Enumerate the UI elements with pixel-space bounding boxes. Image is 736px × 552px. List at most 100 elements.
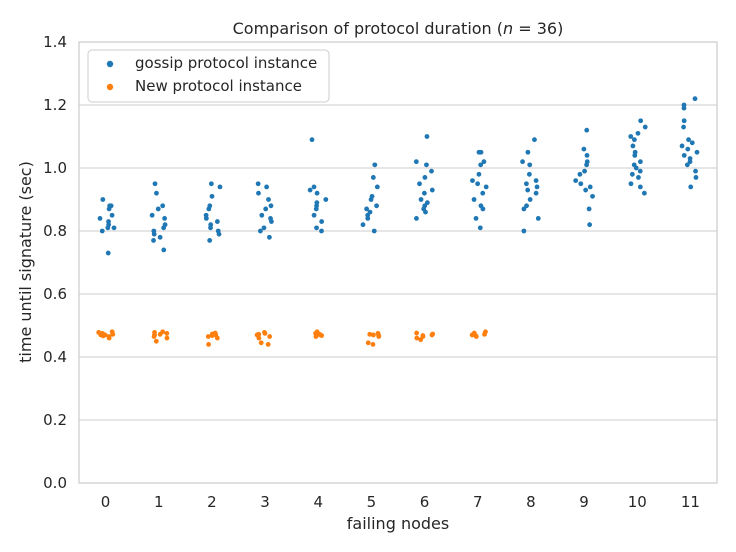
- x-tick-label: 0: [101, 493, 111, 511]
- data-point: [535, 216, 541, 221]
- data-point: [471, 330, 477, 336]
- data-point: [267, 234, 272, 240]
- series-0: [97, 96, 700, 256]
- x-axis-ticks: 0 1 2 3 4 5 6 7 8 9 10 11: [101, 493, 700, 511]
- y-tick-label: 0.2: [43, 411, 67, 429]
- data-point: [521, 228, 527, 234]
- data-point: [532, 137, 537, 143]
- title-variable: n: [503, 19, 513, 38]
- data-point: [107, 203, 113, 209]
- data-point: [636, 175, 641, 180]
- data-point: [628, 181, 634, 187]
- data-point: [96, 330, 102, 335]
- data-point: [109, 329, 115, 335]
- data-point: [267, 334, 273, 339]
- data-point: [217, 184, 223, 190]
- data-point: [526, 171, 532, 177]
- data-point: [573, 178, 579, 184]
- data-point: [483, 329, 488, 335]
- data-point: [369, 193, 375, 199]
- data-point: [307, 187, 313, 193]
- data-point: [577, 171, 583, 177]
- data-point: [311, 212, 317, 218]
- data-point: [475, 181, 481, 187]
- data-point: [370, 332, 376, 338]
- data-point: [424, 200, 430, 206]
- data-point: [525, 187, 531, 193]
- y-axis-label: time until signature (sec): [16, 161, 35, 363]
- data-point: [424, 162, 429, 168]
- data-point: [205, 334, 211, 339]
- data-point: [417, 181, 422, 187]
- data-point: [692, 96, 698, 102]
- data-point: [314, 200, 320, 206]
- y-tick-label: 1.2: [43, 96, 67, 114]
- data-point: [642, 124, 648, 130]
- data-point: [481, 159, 487, 165]
- data-point: [689, 140, 695, 146]
- data-point: [162, 222, 168, 228]
- data-point: [256, 331, 262, 337]
- data-point: [629, 171, 635, 177]
- data-point: [681, 118, 687, 124]
- data-point: [583, 187, 589, 193]
- y-tick-label: 1.0: [43, 159, 67, 177]
- data-point: [587, 184, 593, 190]
- data-point: [430, 331, 436, 337]
- data-point: [422, 203, 428, 209]
- x-tick-label: 5: [367, 493, 377, 511]
- data-point: [164, 335, 170, 341]
- y-tick-label: 0.8: [43, 222, 67, 240]
- data-point: [319, 228, 324, 234]
- data-point: [687, 156, 693, 161]
- data-point: [413, 159, 419, 165]
- data-point: [414, 330, 420, 336]
- data-point: [105, 250, 111, 256]
- data-point: [109, 212, 115, 218]
- chart-title: Comparison of protocol duration (n = 36): [233, 19, 564, 38]
- data-point: [374, 184, 380, 190]
- data-point: [478, 149, 484, 155]
- data-point: [268, 203, 274, 209]
- data-point: [314, 190, 320, 196]
- data-point: [106, 219, 111, 224]
- data-point: [160, 329, 166, 335]
- data-point: [584, 159, 590, 165]
- y-axis-ticks: 0.0 0.2 0.4 0.6 0.8 1.0 1.2 1.4: [43, 33, 67, 492]
- data-point: [255, 181, 261, 187]
- legend: gossip protocol instance New protocol in…: [87, 49, 330, 103]
- data-point: [527, 162, 533, 168]
- data-point: [470, 178, 475, 184]
- data-point: [314, 225, 319, 231]
- data-point: [631, 137, 637, 143]
- data-point: [478, 203, 484, 209]
- data-point: [527, 197, 533, 202]
- x-tick-label: 8: [526, 493, 536, 511]
- data-point: [586, 206, 592, 212]
- data-point: [100, 197, 106, 202]
- data-point: [209, 193, 215, 199]
- data-point: [208, 222, 214, 228]
- data-point: [256, 190, 261, 196]
- y-tick-label: 0.6: [43, 285, 67, 303]
- legend-label-gossip: gossip protocol instance: [135, 54, 317, 72]
- legend-label-new: New protocol instance: [135, 77, 302, 95]
- y-tick-label: 0.4: [43, 348, 67, 366]
- data-point: [367, 331, 373, 337]
- x-tick-label: 4: [313, 493, 323, 511]
- data-point: [370, 175, 376, 180]
- data-point: [480, 190, 486, 196]
- data-point: [311, 184, 317, 190]
- data-point: [151, 228, 157, 234]
- data-point: [97, 216, 103, 221]
- data-point: [477, 225, 483, 231]
- data-point: [314, 329, 320, 335]
- data-point: [215, 228, 221, 234]
- x-tick-label: 10: [628, 493, 647, 511]
- data-point: [590, 193, 595, 199]
- y-tick-label: 1.4: [43, 33, 67, 51]
- data-point: [206, 342, 212, 347]
- data-point: [203, 212, 209, 218]
- data-point: [319, 219, 325, 224]
- scatter-points: [96, 96, 700, 347]
